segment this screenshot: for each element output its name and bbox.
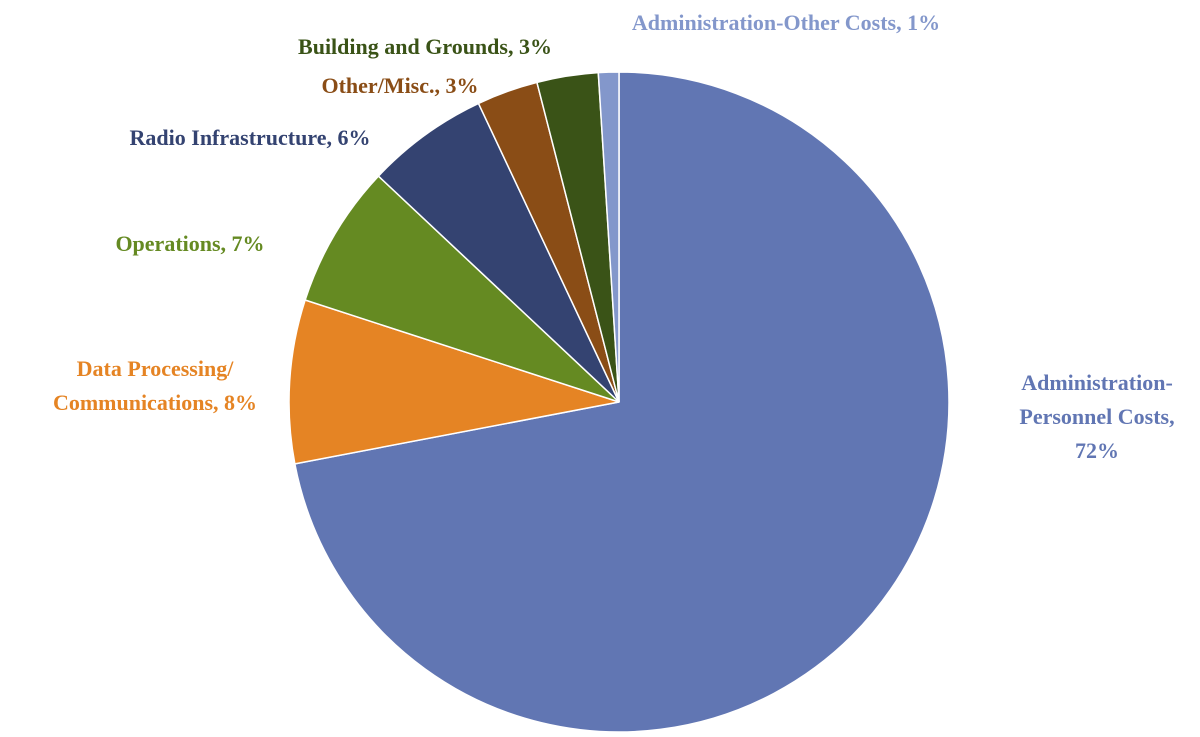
data-label-line: Operations, 7% xyxy=(115,231,264,256)
data-label-data-processing-communications: Data Processing/Communications, 8% xyxy=(53,356,257,415)
pie-slice-operations xyxy=(304,175,620,403)
data-label-line: Communications, 8% xyxy=(53,390,257,415)
pie-labels: Administration- Personnel Costs, 72% Data P… xyxy=(53,10,1175,463)
data-label-line: Building and Grounds, 3% xyxy=(298,34,552,59)
data-label-line: Radio Infrastructure, 6% xyxy=(130,125,371,150)
data-label-operations: Operations, 7% xyxy=(115,231,264,256)
data-label-administration-personnel-costs: Administration- Personnel Costs, 72% xyxy=(1019,370,1174,463)
pie-slice-administration-personnel-costs xyxy=(293,71,950,733)
pie-slice-data-processing-communications xyxy=(288,299,620,465)
pie-slices xyxy=(288,71,950,733)
pie-slice-administration-other-costs xyxy=(597,71,620,403)
data-label-building-and-grounds: Building and Grounds, 3% xyxy=(298,34,552,59)
data-label-line: Administration-Other Costs, 1% xyxy=(632,10,940,35)
data-label-other-misc: Other/Misc., 3% xyxy=(321,73,478,98)
data-label-line: Data Processing/ xyxy=(77,356,235,381)
data-label-line: 72% xyxy=(1075,438,1119,463)
data-label-administration-other-costs: Administration-Other Costs, 1% xyxy=(632,10,940,35)
pie-slice-radio-infrastructure xyxy=(377,102,620,403)
data-label-line: Administration- xyxy=(1021,370,1173,395)
data-label-line: Other/Misc., 3% xyxy=(321,73,478,98)
data-label-line: Personnel Costs, xyxy=(1019,404,1174,429)
data-label-radio-infrastructure: Radio Infrastructure, 6% xyxy=(130,125,371,150)
